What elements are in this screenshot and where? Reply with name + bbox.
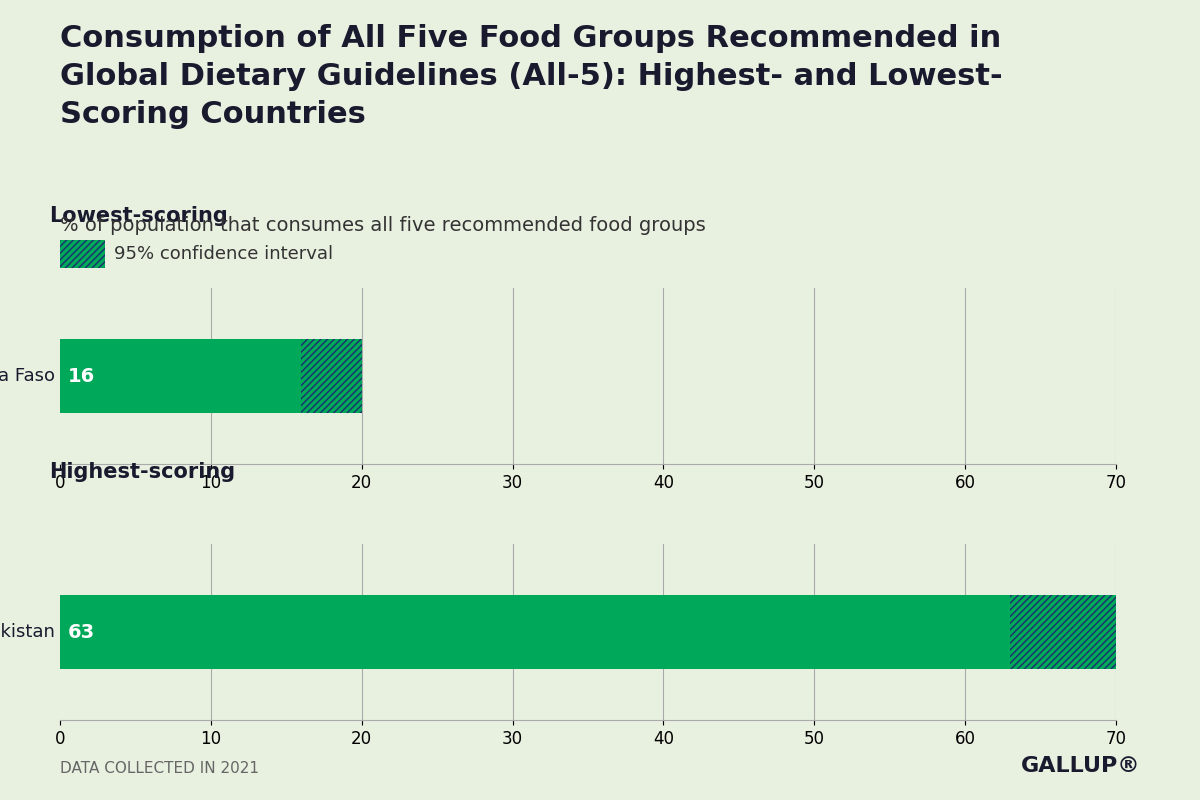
Text: Consumption of All Five Food Groups Recommended in
Global Dietary Guidelines (Al: Consumption of All Five Food Groups Reco… [60,24,1003,130]
Text: 63: 63 [67,622,95,642]
Bar [60,595,1010,669]
Text: DATA COLLECTED IN 2021: DATA COLLECTED IN 2021 [60,761,259,776]
Bar [60,240,106,268]
Text: % of population that consumes all five recommended food groups: % of population that consumes all five r… [60,216,706,235]
Bar [60,339,301,413]
Text: Burkina Faso: Burkina Faso [0,367,55,385]
Bar [301,339,361,413]
Text: Lowest-scoring: Lowest-scoring [49,206,228,226]
Text: 95% confidence interval: 95% confidence interval [114,245,334,263]
Text: Tajikistan: Tajikistan [0,623,55,641]
Text: Highest-scoring: Highest-scoring [49,462,235,482]
Text: GALLUP®: GALLUP® [1020,756,1140,776]
Text: 16: 16 [67,366,95,386]
Bar [1010,595,1116,669]
